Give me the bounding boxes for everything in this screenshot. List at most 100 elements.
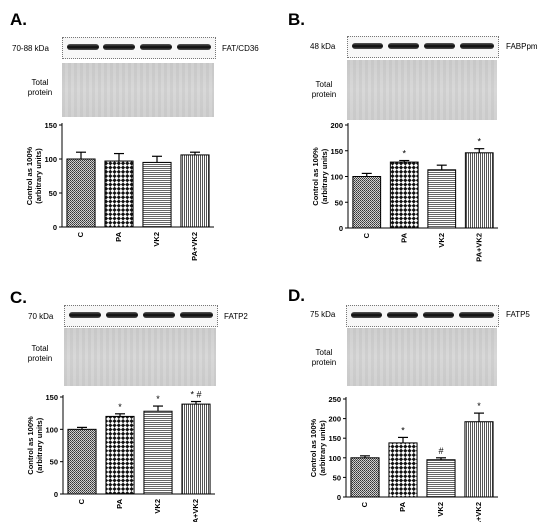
y-tick-label: 150 <box>330 147 343 156</box>
blot-band <box>460 43 494 49</box>
y-axis-label: (arbitrary units) <box>35 417 44 473</box>
significance-marker: * <box>477 401 481 411</box>
total-protein-label: Total protein <box>311 348 337 368</box>
bar-chart-plot: 0 50 100 150 200 250 Control as 100% (arbitrary… <box>309 395 498 522</box>
x-tick-label: VK2 <box>437 233 446 248</box>
y-tick-label: 50 <box>333 473 341 482</box>
molecular-weight-label: 70 kDa <box>28 312 54 321</box>
y-tick-label: 200 <box>330 121 343 130</box>
total-protein-gel <box>64 328 216 386</box>
blot-band <box>352 43 383 49</box>
blot-band <box>423 312 454 318</box>
bar <box>180 154 210 228</box>
bar <box>350 457 380 498</box>
y-tick-label: 0 <box>339 224 343 233</box>
x-tick-label: PA+VK2 <box>474 233 483 262</box>
western-blot-strip <box>64 305 218 327</box>
blot-band <box>351 312 382 318</box>
x-tick-label: C <box>362 232 371 238</box>
y-tick-label: 50 <box>50 458 58 467</box>
western-blot-strip <box>347 36 499 58</box>
significance-marker: # <box>438 446 443 456</box>
x-tick-label: VK2 <box>152 232 161 247</box>
total-protein-label: Total protein <box>27 344 53 364</box>
y-tick-label: 100 <box>45 425 58 434</box>
bar <box>104 160 134 228</box>
total-protein-label: Total protein <box>311 80 337 100</box>
bar <box>427 169 457 229</box>
x-tick-label: VK2 <box>153 499 162 514</box>
blot-band <box>103 44 135 50</box>
blot-band <box>177 44 211 50</box>
blot-band <box>180 312 213 318</box>
bar-chart-plot: 0 50 100 150 200 Control as 100% (arbitrary un… <box>311 121 498 262</box>
blot-band <box>67 44 99 50</box>
y-axis-label: (arbitrary units) <box>320 148 329 204</box>
total-protein-gel <box>62 63 214 117</box>
bar <box>464 152 494 229</box>
protein-name: FABPpm <box>506 42 538 51</box>
y-tick-label: 0 <box>54 490 58 499</box>
y-axis-label: Control as 100% <box>25 146 34 205</box>
blot-band <box>69 312 101 318</box>
panel-letter: A. <box>10 10 27 29</box>
bar <box>352 176 382 229</box>
blot-band <box>459 312 494 318</box>
y-axis-label: (arbitrary units) <box>318 420 327 476</box>
x-tick-label: C <box>76 231 85 237</box>
panel-c: C. 70 kDa FATP2 Total protein 0 50 100 150 C… <box>0 262 275 522</box>
y-axis-label: Control as 100% <box>26 416 35 475</box>
panel-letter: D. <box>288 286 305 305</box>
blot-band <box>140 44 172 50</box>
blot-band <box>424 43 455 49</box>
bar <box>426 459 456 498</box>
bar-chart-plot: 0 50 100 150 Control as 100% (arbitrary units… <box>26 390 215 522</box>
total-protein-gel <box>347 60 497 120</box>
significance-marker: * <box>118 402 122 412</box>
x-tick-label: PA+VK2 <box>474 502 483 522</box>
bar-chart-plot: 0 50 100 150 Control as 100% (arbitrary units… <box>25 121 214 261</box>
bar <box>66 158 96 228</box>
y-tick-label: 200 <box>328 415 341 424</box>
significance-marker: * <box>477 137 481 147</box>
y-axis-label: (arbitrary units) <box>34 148 43 204</box>
x-tick-label: C <box>77 498 86 504</box>
panel-letter: B. <box>288 10 305 29</box>
significance-marker: * <box>402 149 406 159</box>
protein-name: FATP2 <box>224 312 248 321</box>
blot-band <box>387 312 418 318</box>
y-tick-label: 50 <box>49 189 57 198</box>
y-tick-label: 150 <box>44 121 57 130</box>
bar <box>464 421 494 498</box>
x-tick-label: PA+VK2 <box>191 499 200 522</box>
bar <box>105 415 135 495</box>
protein-name: FAT/CD36 <box>222 44 259 53</box>
y-tick-label: 100 <box>330 173 343 182</box>
x-tick-label: PA <box>399 232 408 242</box>
bar <box>389 161 419 229</box>
bar <box>67 428 97 495</box>
molecular-weight-label: 75 kDa <box>310 310 336 319</box>
y-axis-label: Control as 100% <box>311 147 320 206</box>
y-tick-label: 100 <box>44 155 57 164</box>
western-blot-strip <box>346 305 499 327</box>
protein-name: FATP5 <box>506 310 530 319</box>
x-tick-label: PA <box>398 501 407 511</box>
y-tick-label: 0 <box>337 493 341 502</box>
y-axis-label: Control as 100% <box>309 418 318 477</box>
x-tick-label: VK2 <box>436 502 445 517</box>
panel-d: D. 75 kDa FATP5 Total protein 0 50 100 150 2… <box>278 262 550 522</box>
y-tick-label: 150 <box>328 434 341 443</box>
significance-marker: * <box>156 394 160 404</box>
y-tick-label: 250 <box>328 395 341 404</box>
x-tick-label: PA <box>114 231 123 241</box>
y-tick-label: 0 <box>53 223 57 232</box>
total-protein-label: Total protein <box>27 78 53 98</box>
molecular-weight-label: 48 kDa <box>310 42 336 51</box>
x-tick-label: PA+VK2 <box>190 232 199 261</box>
molecular-weight-label: 70-88 kDa <box>12 44 49 53</box>
significance-marker: * # <box>190 390 201 400</box>
x-tick-label: PA <box>115 498 124 508</box>
bar <box>388 442 418 498</box>
blot-band <box>143 312 175 318</box>
